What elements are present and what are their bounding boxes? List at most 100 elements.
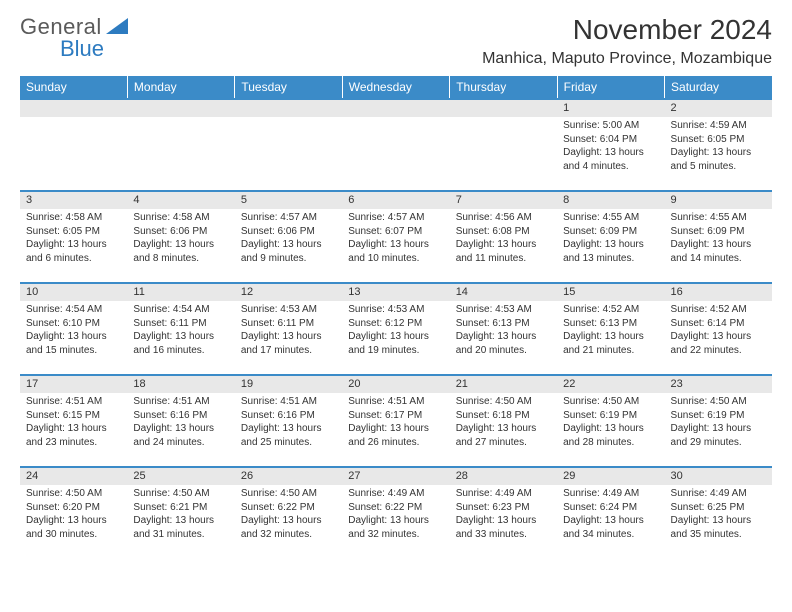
day-content-cell: Sunrise: 4:53 AMSunset: 6:11 PMDaylight:… — [235, 301, 342, 375]
day-content: Sunrise: 4:56 AMSunset: 6:08 PMDaylight:… — [450, 209, 557, 269]
week-number-row: 10111213141516 — [20, 283, 772, 301]
day-number-cell: 23 — [665, 375, 772, 393]
day-content: Sunrise: 4:53 AMSunset: 6:13 PMDaylight:… — [450, 301, 557, 361]
day-content-cell — [127, 117, 234, 191]
sunrise-text: Sunrise: 4:50 AM — [456, 395, 551, 409]
sunset-text: Sunset: 6:07 PM — [348, 225, 443, 239]
day-number-cell: 16 — [665, 283, 772, 301]
sunset-text: Sunset: 6:04 PM — [563, 133, 658, 147]
day-number-cell: 3 — [20, 191, 127, 209]
day-content-cell: Sunrise: 4:51 AMSunset: 6:16 PMDaylight:… — [127, 393, 234, 467]
day-number-cell — [342, 99, 449, 117]
day-content-cell: Sunrise: 4:51 AMSunset: 6:16 PMDaylight:… — [235, 393, 342, 467]
daylight-text: Daylight: 13 hours and 29 minutes. — [671, 422, 766, 449]
day-content-cell: Sunrise: 4:55 AMSunset: 6:09 PMDaylight:… — [665, 209, 772, 283]
sunrise-text: Sunrise: 4:52 AM — [671, 303, 766, 317]
day-content: Sunrise: 4:50 AMSunset: 6:21 PMDaylight:… — [127, 485, 234, 545]
daylight-text: Daylight: 13 hours and 32 minutes. — [348, 514, 443, 541]
daylight-text: Daylight: 13 hours and 23 minutes. — [26, 422, 121, 449]
day-number-cell: 20 — [342, 375, 449, 393]
day-number: 2 — [665, 100, 772, 116]
day-header-row: SundayMondayTuesdayWednesdayThursdayFrid… — [20, 76, 772, 99]
day-content: Sunrise: 4:59 AMSunset: 6:05 PMDaylight:… — [665, 117, 772, 177]
day-number: 7 — [450, 192, 557, 208]
sunrise-text: Sunrise: 4:49 AM — [563, 487, 658, 501]
day-number: 14 — [450, 284, 557, 300]
day-number-cell: 7 — [450, 191, 557, 209]
daylight-text: Daylight: 13 hours and 8 minutes. — [133, 238, 228, 265]
day-content: Sunrise: 4:53 AMSunset: 6:12 PMDaylight:… — [342, 301, 449, 361]
daylight-text: Daylight: 13 hours and 24 minutes. — [133, 422, 228, 449]
sunset-text: Sunset: 6:20 PM — [26, 501, 121, 515]
day-number: 21 — [450, 376, 557, 392]
day-content-cell: Sunrise: 4:49 AMSunset: 6:25 PMDaylight:… — [665, 485, 772, 559]
sunset-text: Sunset: 6:06 PM — [133, 225, 228, 239]
sunrise-text: Sunrise: 4:55 AM — [671, 211, 766, 225]
day-content-cell: Sunrise: 4:58 AMSunset: 6:06 PMDaylight:… — [127, 209, 234, 283]
day-content: Sunrise: 4:49 AMSunset: 6:22 PMDaylight:… — [342, 485, 449, 545]
daylight-text: Daylight: 13 hours and 19 minutes. — [348, 330, 443, 357]
sunrise-text: Sunrise: 4:52 AM — [563, 303, 658, 317]
day-content: Sunrise: 4:54 AMSunset: 6:11 PMDaylight:… — [127, 301, 234, 361]
sunset-text: Sunset: 6:15 PM — [26, 409, 121, 423]
daylight-text: Daylight: 13 hours and 21 minutes. — [563, 330, 658, 357]
sunrise-text: Sunrise: 4:49 AM — [348, 487, 443, 501]
day-content: Sunrise: 4:54 AMSunset: 6:10 PMDaylight:… — [20, 301, 127, 361]
day-number: 19 — [235, 376, 342, 392]
daylight-text: Daylight: 13 hours and 30 minutes. — [26, 514, 121, 541]
page-header: General Blue November 2024 Manhica, Mapu… — [20, 14, 772, 68]
day-content-cell: Sunrise: 4:59 AMSunset: 6:05 PMDaylight:… — [665, 117, 772, 191]
sunrise-text: Sunrise: 4:50 AM — [563, 395, 658, 409]
sunset-text: Sunset: 6:11 PM — [133, 317, 228, 331]
day-number: 13 — [342, 284, 449, 300]
sunrise-text: Sunrise: 4:58 AM — [133, 211, 228, 225]
sunset-text: Sunset: 6:24 PM — [563, 501, 658, 515]
week-content-row: Sunrise: 5:00 AMSunset: 6:04 PMDaylight:… — [20, 117, 772, 191]
sunrise-text: Sunrise: 4:56 AM — [456, 211, 551, 225]
day-number-cell: 21 — [450, 375, 557, 393]
sunset-text: Sunset: 6:09 PM — [563, 225, 658, 239]
day-content-cell: Sunrise: 4:56 AMSunset: 6:08 PMDaylight:… — [450, 209, 557, 283]
sunset-text: Sunset: 6:10 PM — [26, 317, 121, 331]
day-content-cell: Sunrise: 4:50 AMSunset: 6:19 PMDaylight:… — [665, 393, 772, 467]
sunset-text: Sunset: 6:17 PM — [348, 409, 443, 423]
day-content-cell: Sunrise: 4:54 AMSunset: 6:11 PMDaylight:… — [127, 301, 234, 375]
day-number: 6 — [342, 192, 449, 208]
day-header: Tuesday — [235, 76, 342, 99]
day-content: Sunrise: 4:51 AMSunset: 6:16 PMDaylight:… — [235, 393, 342, 453]
brand-triangle-icon — [106, 16, 128, 39]
sunset-text: Sunset: 6:22 PM — [241, 501, 336, 515]
sunset-text: Sunset: 6:09 PM — [671, 225, 766, 239]
daylight-text: Daylight: 13 hours and 9 minutes. — [241, 238, 336, 265]
sunrise-text: Sunrise: 4:50 AM — [133, 487, 228, 501]
sunrise-text: Sunrise: 4:53 AM — [348, 303, 443, 317]
day-content: Sunrise: 4:57 AMSunset: 6:07 PMDaylight:… — [342, 209, 449, 269]
daylight-text: Daylight: 13 hours and 25 minutes. — [241, 422, 336, 449]
day-number: 23 — [665, 376, 772, 392]
day-content: Sunrise: 4:50 AMSunset: 6:18 PMDaylight:… — [450, 393, 557, 453]
day-number-cell: 28 — [450, 467, 557, 485]
daylight-text: Daylight: 13 hours and 4 minutes. — [563, 146, 658, 173]
daylight-text: Daylight: 13 hours and 22 minutes. — [671, 330, 766, 357]
daylight-text: Daylight: 13 hours and 16 minutes. — [133, 330, 228, 357]
day-content-cell: Sunrise: 5:00 AMSunset: 6:04 PMDaylight:… — [557, 117, 664, 191]
day-content-cell: Sunrise: 4:50 AMSunset: 6:20 PMDaylight:… — [20, 485, 127, 559]
day-number-cell: 10 — [20, 283, 127, 301]
day-number: 24 — [20, 468, 127, 484]
day-content-cell: Sunrise: 4:49 AMSunset: 6:23 PMDaylight:… — [450, 485, 557, 559]
day-content-cell: Sunrise: 4:50 AMSunset: 6:19 PMDaylight:… — [557, 393, 664, 467]
day-content: Sunrise: 4:49 AMSunset: 6:25 PMDaylight:… — [665, 485, 772, 545]
day-number-cell: 17 — [20, 375, 127, 393]
day-content-cell: Sunrise: 4:55 AMSunset: 6:09 PMDaylight:… — [557, 209, 664, 283]
day-content: Sunrise: 4:49 AMSunset: 6:24 PMDaylight:… — [557, 485, 664, 545]
day-number-cell: 5 — [235, 191, 342, 209]
sunrise-text: Sunrise: 4:51 AM — [26, 395, 121, 409]
sunrise-text: Sunrise: 4:49 AM — [671, 487, 766, 501]
daylight-text: Daylight: 13 hours and 13 minutes. — [563, 238, 658, 265]
day-number-cell: 14 — [450, 283, 557, 301]
day-content-cell: Sunrise: 4:50 AMSunset: 6:18 PMDaylight:… — [450, 393, 557, 467]
sunset-text: Sunset: 6:13 PM — [563, 317, 658, 331]
sunset-text: Sunset: 6:16 PM — [241, 409, 336, 423]
daylight-text: Daylight: 13 hours and 26 minutes. — [348, 422, 443, 449]
sunset-text: Sunset: 6:21 PM — [133, 501, 228, 515]
